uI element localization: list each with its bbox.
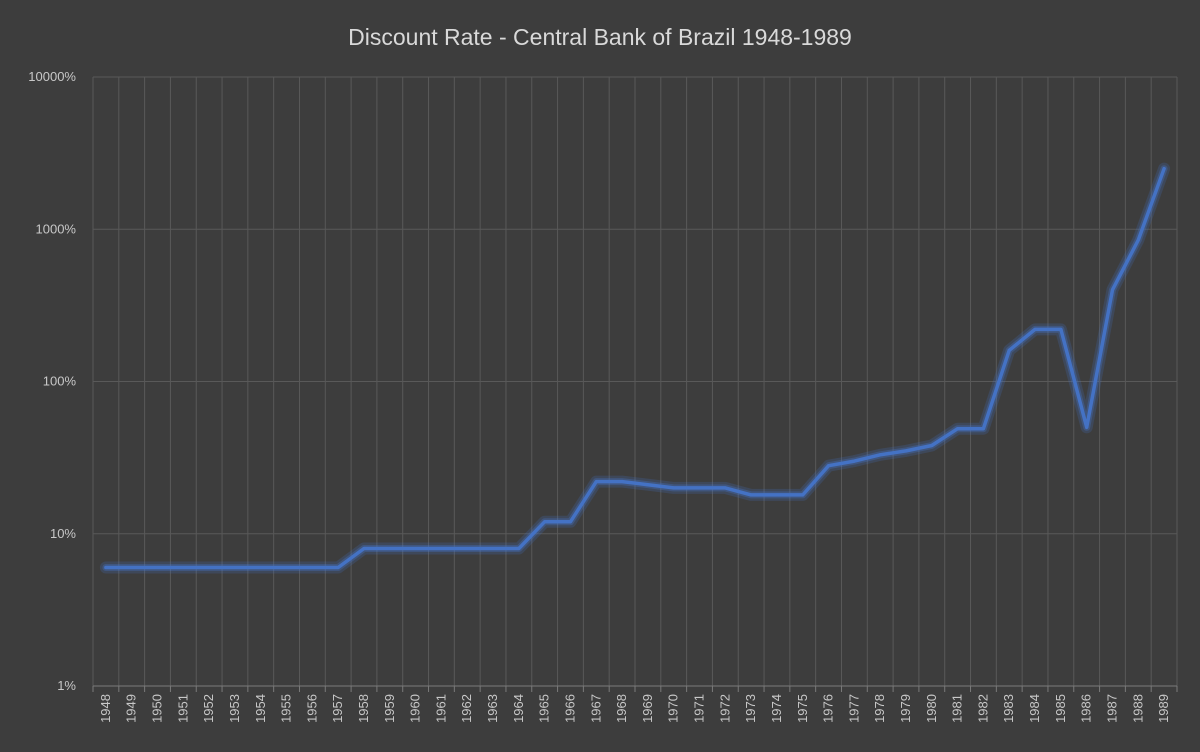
x-tick-label: 1951 [175,694,190,723]
x-tick-label: 1983 [1001,694,1016,723]
x-tick-label: 1961 [433,694,448,723]
data-point [439,547,443,551]
x-tick-label: 1975 [795,694,810,723]
y-tick-label: 10% [50,526,76,541]
x-tick-label: 1972 [717,694,732,723]
data-point [723,486,727,490]
x-tick-label: 1949 [124,694,139,723]
data-point [517,547,521,551]
line-layer [99,162,1171,574]
x-tick-label: 1965 [537,694,552,723]
data-point [852,459,856,463]
x-tick-label: 1988 [1130,694,1145,723]
grid-layer [92,76,1178,686]
x-tick-label: 1967 [588,694,603,723]
chart-title: Discount Rate - Central Bank of Brazil 1… [348,24,852,50]
data-point [956,427,960,431]
data-point [1085,425,1089,429]
x-tick-label: 1978 [872,694,887,723]
x-tick-label: 1953 [227,694,242,723]
y-tick-label: 10000% [28,69,76,84]
data-point [336,566,340,570]
data-point [465,547,469,551]
data-point [981,427,985,431]
data-point [801,493,805,497]
data-point [698,486,702,490]
data-point [156,566,160,570]
data-point [646,483,650,487]
data-point [1110,288,1114,292]
x-tick-label: 1979 [898,694,913,723]
x-tick-label: 1959 [382,694,397,723]
data-point [259,566,263,570]
x-tick-label: 1989 [1156,694,1171,723]
y-tick-label: 100% [43,374,77,389]
data-point [285,566,289,570]
x-tick-label: 1966 [562,694,577,723]
x-tick-label: 1973 [743,694,758,723]
data-point [1007,348,1011,352]
x-tick-label: 1948 [98,694,113,723]
y-tick-label: 1% [57,678,76,693]
x-tick-label: 1955 [279,694,294,723]
x-tick-label: 1958 [356,694,371,723]
x-tick-label: 1956 [304,694,319,723]
x-tick-label: 1984 [1027,694,1042,723]
data-point [491,547,495,551]
data-point [930,443,934,447]
data-point [414,547,418,551]
data-point [749,493,753,497]
series-line [104,166,1166,570]
data-point [1033,327,1037,331]
data-point [620,480,624,484]
x-tick-label: 1987 [1104,694,1119,723]
x-tick-label: 1974 [769,694,784,723]
data-point [207,566,211,570]
data-point [181,566,185,570]
x-tick-label: 1969 [640,694,655,723]
data-point [775,493,779,497]
x-tick-label: 1985 [1053,694,1068,723]
axis-layer [92,685,1178,692]
x-tick-label: 1960 [408,694,423,723]
data-point [310,566,314,570]
data-point [1059,327,1063,331]
data-point [1162,167,1166,171]
data-point [1136,238,1140,242]
x-tick-label: 1963 [485,694,500,723]
data-point [233,566,237,570]
x-tick-label: 1976 [821,694,836,723]
label-layer: 1% 10% 100% 1000% 10000% 1948 1949 1950 1951 1952… [28,69,1171,723]
x-tick-label: 1962 [459,694,474,723]
x-tick-label: 1986 [1079,694,1094,723]
data-point [827,464,831,468]
x-tick-label: 1982 [975,694,990,723]
data-point [878,453,882,457]
x-tick-label: 1952 [201,694,216,723]
data-point [904,449,908,453]
data-point [130,566,134,570]
data-point [362,547,366,551]
x-tick-label: 1971 [692,694,707,723]
x-tick-label: 1957 [330,694,345,723]
data-point [568,520,572,524]
x-tick-label: 1950 [150,694,165,723]
x-tick-label: 1981 [950,694,965,723]
x-tick-label: 1977 [846,694,861,723]
y-tick-label: 1000% [36,221,77,236]
x-tick-label: 1964 [511,694,526,723]
data-point [672,486,676,490]
x-tick-label: 1980 [924,694,939,723]
x-tick-label: 1968 [614,694,629,723]
x-tick-label: 1970 [666,694,681,723]
x-tick-label: 1954 [253,694,268,723]
data-point [104,566,108,570]
data-point [388,547,392,551]
data-point [594,480,598,484]
data-point [543,520,547,524]
